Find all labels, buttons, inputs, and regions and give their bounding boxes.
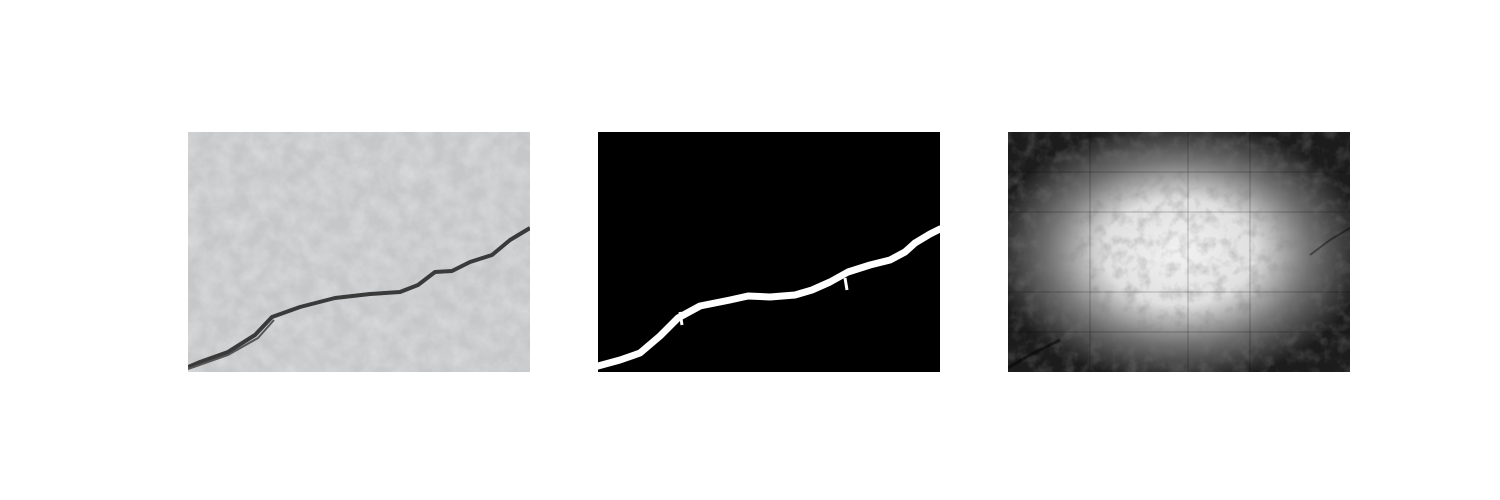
attention-map	[1008, 132, 1350, 372]
crack-mask	[598, 132, 940, 372]
concrete-photo	[188, 132, 530, 372]
tile-seams	[1008, 132, 1350, 372]
